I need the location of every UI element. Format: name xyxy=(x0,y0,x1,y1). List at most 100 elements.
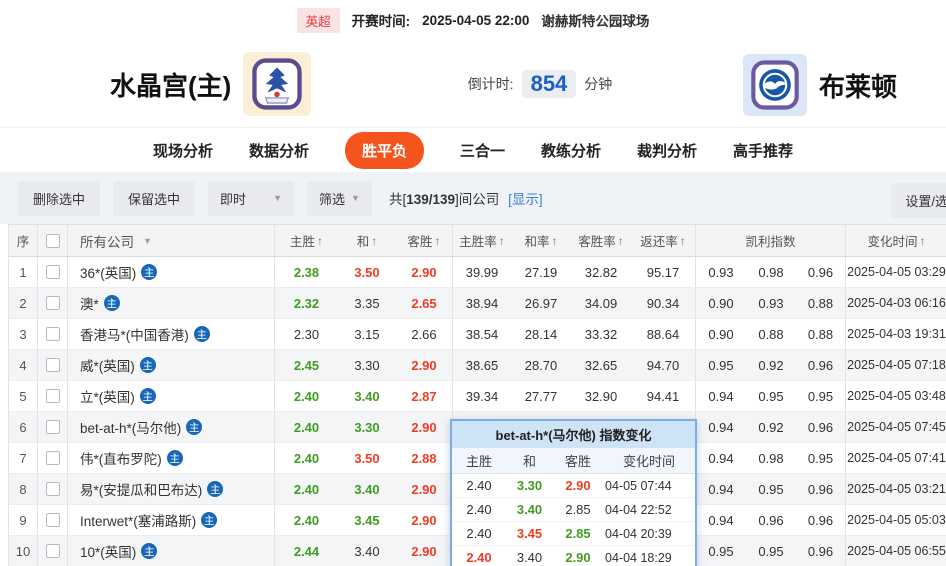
header-company[interactable]: 所有公司 ▼ xyxy=(68,225,275,256)
select-all-checkbox[interactable] xyxy=(45,233,60,248)
odds-change-popup: bet-at-h*(马尔他) 指数变化 主胜 和 客胜 变化时间 2.40 3.… xyxy=(450,419,697,566)
header-away-odds[interactable]: 客胜 ↑ xyxy=(396,225,453,256)
company-cell[interactable]: 澳* 主 xyxy=(68,288,275,318)
instant-dropdown[interactable]: 即时 ▼ xyxy=(208,180,295,216)
chevron-down-icon: ▼ xyxy=(351,193,360,203)
kelly-draw: 0.95 xyxy=(758,543,784,559)
company-cell[interactable]: 36*(英国) 主 xyxy=(68,257,275,287)
away-odds: 2.90 xyxy=(396,474,453,504)
company-name: bet-at-h*(马尔他) xyxy=(80,421,182,436)
row-checkbox[interactable] xyxy=(45,451,60,465)
delete-selected-button[interactable]: 删除选中 xyxy=(18,180,101,216)
row-index: 9 xyxy=(9,505,38,535)
row-index: 5 xyxy=(9,381,38,411)
popup-away-odds: 2.85 xyxy=(565,502,591,517)
row-checkbox[interactable] xyxy=(45,358,60,372)
keep-selected-button[interactable]: 保留选中 xyxy=(113,180,196,216)
draw-odds: 3.45 xyxy=(354,512,380,528)
row-checkbox[interactable] xyxy=(45,327,60,341)
draw-rate: 28.14 xyxy=(524,326,558,342)
filter-dropdown[interactable]: 筛选 ▼ xyxy=(307,180,372,216)
tab-1[interactable]: 现场分析 xyxy=(152,142,213,160)
settings-button[interactable]: 设置/选 xyxy=(891,183,946,218)
company-cell[interactable]: 香港马*(中国香港) 主 xyxy=(68,319,275,349)
popup-row: 2.40 3.30 2.90 04-05 07:44 xyxy=(452,474,695,498)
row-checkbox[interactable] xyxy=(45,389,60,403)
tab-2[interactable]: 数据分析 xyxy=(248,142,309,160)
table-row[interactable]: 1 36*(英国) 主 2.38 3.50 2.90 39.99 27.19 3… xyxy=(9,257,946,288)
kelly-draw: 0.95 xyxy=(758,388,784,404)
kelly-draw: 0.92 xyxy=(758,419,784,435)
row-checkbox[interactable] xyxy=(45,265,60,279)
return-rate: 94.70 xyxy=(631,350,696,380)
row-select xyxy=(38,350,68,380)
row-checkbox[interactable] xyxy=(45,482,60,496)
header-home-odds[interactable]: 主胜 ↑ xyxy=(289,233,323,250)
home-odds: 2.30 xyxy=(293,326,320,342)
popup-body: 2.40 3.30 2.90 04-05 07:44 2.40 3.40 2.8… xyxy=(452,474,695,566)
nav-tabs: 现场分析 数据分析 胜平负 三合一 教练分析 裁判分析 高手推荐 xyxy=(0,127,946,172)
sort-asc-icon: ↑ xyxy=(498,233,505,248)
company-cell[interactable]: Interwet*(塞浦路斯) 主 xyxy=(68,505,275,535)
header-draw-odds[interactable]: 和 ↑ xyxy=(356,233,378,250)
company-cell[interactable]: 易*(安提瓜和巴布达) 主 xyxy=(68,474,275,504)
row-checkbox[interactable] xyxy=(45,420,60,434)
row-index: 3 xyxy=(9,319,38,349)
row-select xyxy=(38,474,68,504)
change-time: 2025-04-05 03:48 xyxy=(847,389,946,403)
popup-home-odds: 2.40 xyxy=(466,478,492,493)
away-rate: 34.09 xyxy=(584,295,618,311)
popup-home-odds: 2.40 xyxy=(466,526,492,541)
row-checkbox[interactable] xyxy=(45,513,60,527)
away-odds: 2.90 xyxy=(396,257,453,287)
kelly-home: 0.95 xyxy=(708,543,734,559)
sort-asc-icon: ↑ xyxy=(317,233,323,248)
tab-4[interactable]: 三合一 xyxy=(459,142,505,160)
popup-away-odds: 2.90 xyxy=(565,478,591,493)
away-rate: 33.32 xyxy=(584,326,618,342)
header-kelly: 凯利指数 xyxy=(696,225,846,256)
header-away-rate[interactable]: 客胜率 ↑ xyxy=(578,233,624,250)
header-home-rate[interactable]: 主胜率 ↑ xyxy=(459,233,505,250)
tab-7[interactable]: 高手推荐 xyxy=(733,142,794,160)
tab-3[interactable]: 胜平负 xyxy=(344,131,424,169)
kelly-away: 0.95 xyxy=(796,381,846,411)
company-cell[interactable]: 伟*(直布罗陀) 主 xyxy=(68,443,275,473)
away-odds: 2.90 xyxy=(396,505,453,535)
toolbar: 删除选中 保留选中 即时 ▼ 筛选 ▼ 共[139/139]间公司 [显示] 设… xyxy=(0,172,946,224)
company-cell[interactable]: 威*(英国) 主 xyxy=(68,350,275,380)
table-row[interactable]: 3 香港马*(中国香港) 主 2.30 3.15 2.66 38.54 28.1… xyxy=(9,319,946,350)
table-row[interactable]: 2 澳* 主 2.32 3.35 2.65 38.94 26.97 34.09 … xyxy=(9,288,946,319)
kelly-home: 0.94 xyxy=(708,388,734,404)
away-team: 布莱顿 xyxy=(743,54,897,116)
row-select xyxy=(38,288,68,318)
kickoff-time: 2025-04-05 22:00 xyxy=(422,12,530,28)
company-name: 10*(英国) xyxy=(80,545,137,560)
kelly-home: 0.95 xyxy=(708,357,734,373)
header-return-rate[interactable]: 返还率 ↑ xyxy=(631,225,696,256)
table-row[interactable]: 4 威*(英国) 主 2.45 3.30 2.90 38.65 28.70 32… xyxy=(9,350,946,381)
header-change-time[interactable]: 变化时间 ↑ xyxy=(867,233,926,250)
show-link[interactable]: [显示] xyxy=(508,192,543,207)
row-checkbox[interactable] xyxy=(45,544,60,558)
company-cell[interactable]: bet-at-h*(马尔他) 主 xyxy=(68,412,275,442)
row-checkbox[interactable] xyxy=(45,296,60,310)
tab-6[interactable]: 裁判分析 xyxy=(637,142,698,160)
row-select xyxy=(38,257,68,287)
company-cell[interactable]: 立*(英国) 主 xyxy=(68,381,275,411)
kelly-draw: 0.98 xyxy=(758,264,784,280)
return-rate: 88.64 xyxy=(631,319,696,349)
company-cell[interactable]: 10*(英国) 主 xyxy=(68,536,275,566)
home-rate: 39.34 xyxy=(465,388,499,404)
kelly-away: 0.88 xyxy=(796,319,846,349)
odds-table: 序 所有公司 ▼ 主胜 ↑ 和 ↑ 客胜 ↑ 主胜率 ↑ 和率 ↑ 客胜率 ↑ 返还率 ↑ 凯… xyxy=(8,224,946,566)
tab-5[interactable]: 教练分析 xyxy=(541,142,602,160)
home-rate: 38.65 xyxy=(465,357,499,373)
table-row[interactable]: 5 立*(英国) 主 2.40 3.40 2.87 39.34 27.77 32… xyxy=(9,381,946,412)
draw-odds: 3.50 xyxy=(354,264,380,280)
company-name: 立*(英国) xyxy=(80,390,135,405)
draw-odds: 3.15 xyxy=(354,326,380,342)
header-draw-rate[interactable]: 和率 ↑ xyxy=(524,233,558,250)
company-count-suffix: ]间公司 xyxy=(455,192,500,207)
home-odds: 2.40 xyxy=(293,388,320,404)
